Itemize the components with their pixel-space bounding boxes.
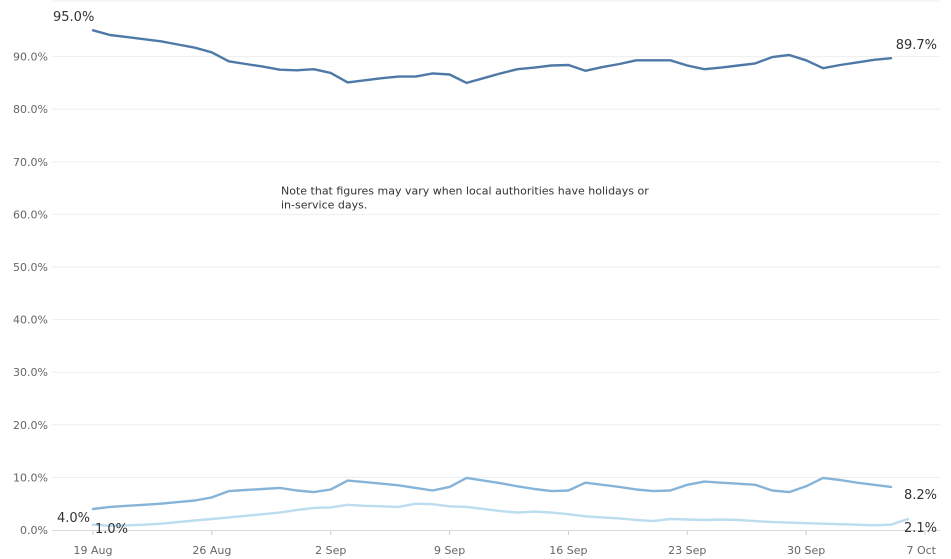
series-end-label: 89.7% xyxy=(896,38,937,53)
y-tick-label: 20.0% xyxy=(13,419,48,432)
annotation-text: in-service days. xyxy=(281,198,367,211)
y-tick-label: 10.0% xyxy=(13,471,48,484)
x-tick-label: 19 Aug xyxy=(74,544,113,557)
gridlines xyxy=(52,0,940,531)
annotation-text: Note that figures may vary when local au… xyxy=(281,185,649,198)
y-tick-label: 0.0% xyxy=(20,524,48,537)
x-tick-label: 9 Sep xyxy=(434,544,465,557)
series-line-1 xyxy=(91,29,893,85)
series-end-label: 2.1% xyxy=(904,521,937,536)
y-axis: 0.0% 10.0% 20.0% 30.0% 40.0% 50.0% 60.0% 70.0% 8… xyxy=(13,51,48,537)
y-tick-label: 50.0% xyxy=(13,261,48,274)
y-tick-label: 60.0% xyxy=(13,208,48,221)
series-line-2 xyxy=(91,476,893,511)
x-tick-label: 7 Oct xyxy=(906,544,936,557)
y-tick-label: 40.0% xyxy=(13,314,48,327)
series-start-label: 4.0% xyxy=(57,511,90,526)
x-tick-label: 2 Sep xyxy=(315,544,346,557)
end-labels: 95.0% 89.7% 4.0% 8.2% 1.0% 2.1% xyxy=(53,10,937,537)
x-tick-label: 26 Aug xyxy=(192,544,231,557)
series-start-label: 95.0% xyxy=(53,10,94,25)
series-end-label: 8.2% xyxy=(904,488,937,503)
x-tick-label: 16 Sep xyxy=(549,544,587,557)
series-start-label: 1.0% xyxy=(95,522,128,537)
y-tick-label: 70.0% xyxy=(13,156,48,169)
annotations: Note that figures may vary when local au… xyxy=(281,185,649,212)
y-tick-label: 30.0% xyxy=(13,366,48,379)
series-lines xyxy=(91,29,910,527)
y-tick-label: 90.0% xyxy=(13,51,48,64)
x-tick-label: 23 Sep xyxy=(668,544,706,557)
x-axis: 19 Aug 26 Aug 2 Sep 9 Sep 16 Sep 23 Sep 30 Sep… xyxy=(74,531,937,557)
x-tick-label: 30 Sep xyxy=(787,544,825,557)
series-line-3 xyxy=(91,502,910,527)
y-tick-label: 80.0% xyxy=(13,103,48,116)
